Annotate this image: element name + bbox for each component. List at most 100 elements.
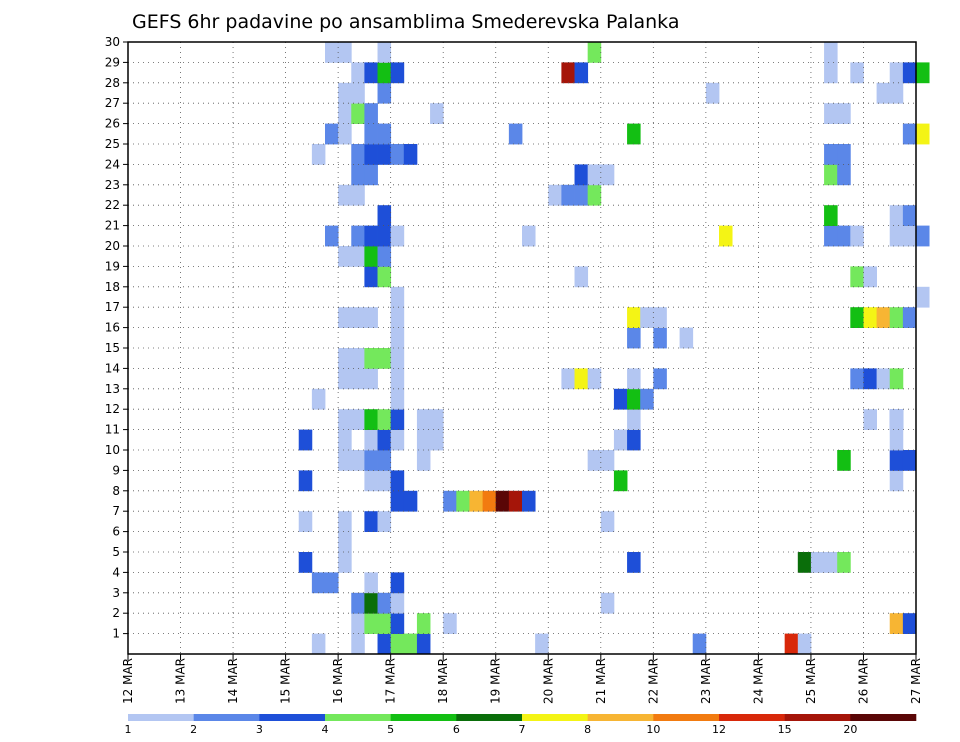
precip-cell	[889, 368, 904, 390]
precip-cell	[390, 613, 405, 634]
precip-cell	[653, 368, 667, 390]
precip-cell	[377, 144, 392, 165]
colorbar-swatch	[522, 714, 588, 721]
precip-cell	[390, 368, 405, 390]
precip-cell	[416, 409, 431, 430]
precip-cell	[837, 450, 851, 471]
precip-cell	[522, 225, 536, 247]
precip-cell	[364, 266, 378, 288]
precip-cell	[640, 307, 654, 328]
precip-cell	[390, 490, 405, 512]
precip-cell	[587, 42, 602, 63]
precip-cell	[876, 307, 891, 328]
precip-cell	[390, 429, 405, 451]
precip-cell	[390, 633, 405, 655]
precip-cell	[824, 42, 838, 63]
y-tick-label: 17	[105, 300, 120, 314]
y-tick-label: 12	[105, 402, 120, 416]
precip-cell	[351, 592, 365, 614]
x-tick-label: 22 MAR	[646, 658, 660, 704]
precip-cell	[351, 144, 365, 165]
precip-cell	[298, 470, 313, 492]
y-tick-label: 14	[105, 361, 120, 375]
y-tick-label: 10	[105, 443, 120, 457]
precip-cell	[889, 450, 904, 471]
precip-cell	[850, 62, 864, 84]
precip-cell	[364, 592, 378, 614]
precip-cell	[613, 429, 628, 451]
dotted-grid	[128, 42, 916, 654]
precip-cell	[797, 552, 812, 573]
precip-cell	[653, 327, 667, 349]
x-tick-label: 23 MAR	[699, 658, 713, 704]
colorbar-swatch	[653, 714, 720, 721]
precip-cell	[535, 633, 549, 655]
precip-cell	[824, 164, 838, 186]
precip-cell	[377, 450, 392, 471]
precip-cell	[797, 633, 812, 655]
precip-cell	[574, 368, 589, 390]
y-tick-label: 21	[105, 219, 120, 233]
x-tick-label: 26 MAR	[856, 658, 870, 704]
precip-cell	[837, 552, 851, 573]
precip-cell	[430, 103, 444, 124]
precip-cell	[325, 42, 339, 63]
precip-cell	[863, 409, 877, 430]
y-tick-label: 3	[112, 586, 120, 600]
y-tick-label: 15	[105, 341, 120, 355]
y-tick-label: 19	[105, 259, 120, 273]
x-tick-label: 18 MAR	[436, 658, 450, 704]
precip-cell	[390, 572, 405, 594]
x-tick-label: 24 MAR	[751, 658, 765, 704]
precip-cell	[889, 307, 904, 328]
precip-cell	[351, 103, 365, 124]
precip-cell	[613, 470, 628, 492]
precip-cell	[351, 409, 365, 430]
y-tick-label: 13	[105, 382, 120, 396]
y-tick-label: 11	[105, 423, 120, 437]
precip-cell	[377, 266, 392, 288]
precip-cell	[837, 103, 851, 124]
precip-cell	[377, 613, 392, 634]
precip-cell	[784, 633, 799, 655]
colorbar-label: 15	[778, 723, 792, 736]
x-tick-label: 20 MAR	[541, 658, 555, 704]
colorbar-swatch	[325, 714, 391, 721]
precip-cell	[390, 388, 405, 410]
precip-cell	[627, 409, 641, 430]
y-tick-label: 2	[112, 606, 120, 620]
precip-cell	[902, 123, 917, 145]
precip-cell	[390, 307, 405, 328]
precip-cell	[351, 246, 365, 267]
precip-cell	[587, 450, 602, 471]
x-tick-label: 25 MAR	[804, 658, 818, 704]
colorbar-label: 5	[387, 723, 394, 736]
chart-title: GEFS 6hr padavine po ansamblima Smederev…	[132, 11, 679, 33]
colorbar-label: 10	[646, 723, 660, 736]
precip-cell	[390, 144, 405, 165]
x-tick-label: 15 MAR	[279, 658, 293, 704]
precip-cell	[824, 552, 838, 573]
precip-cell	[889, 613, 904, 634]
precip-cell	[863, 307, 877, 328]
precip-cell	[338, 82, 352, 104]
precip-cell	[508, 490, 523, 512]
precip-cell	[889, 409, 904, 430]
colorbar-swatch	[784, 714, 851, 721]
precip-cell	[902, 225, 917, 247]
precip-cell	[377, 123, 392, 145]
precip-cell	[377, 82, 392, 104]
precip-cell	[902, 450, 917, 471]
precip-cell	[298, 552, 313, 573]
y-tick-label: 4	[112, 565, 120, 579]
precip-cell	[587, 368, 602, 390]
precip-cell	[548, 184, 562, 206]
precip-cell	[627, 552, 641, 573]
precip-cell	[351, 633, 365, 655]
y-tick-label: 8	[112, 484, 120, 498]
precip-cell	[443, 613, 457, 634]
precip-cell	[377, 42, 392, 63]
precip-cell	[876, 82, 891, 104]
precip-cell	[351, 82, 365, 104]
